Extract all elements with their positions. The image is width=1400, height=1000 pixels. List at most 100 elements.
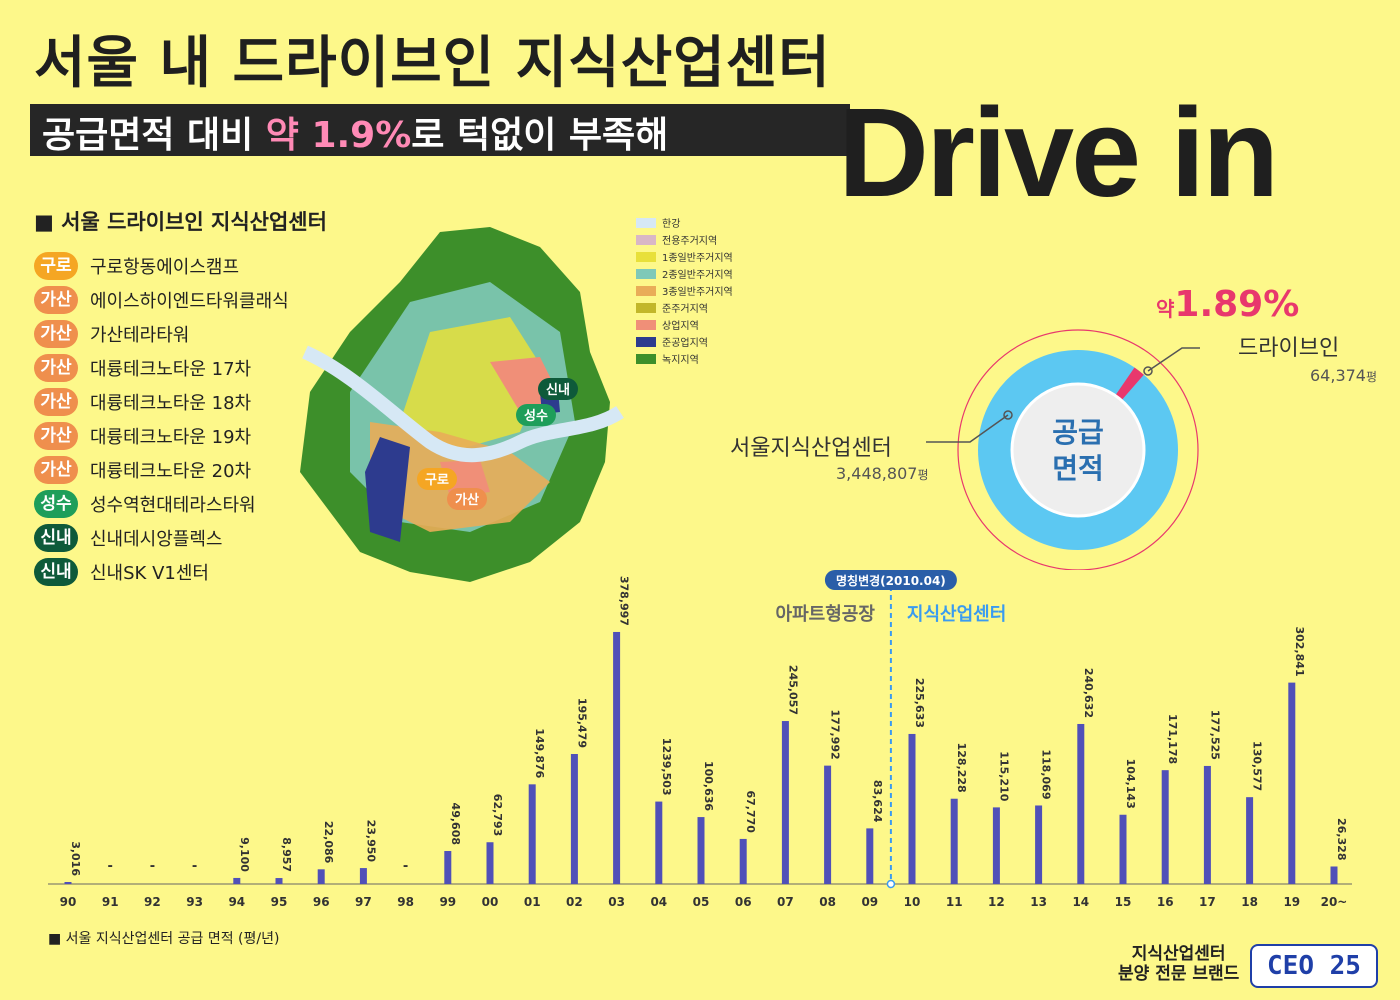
- x-tick-label: 08: [819, 895, 836, 909]
- data-label: 177,525: [1208, 710, 1221, 760]
- bar: [908, 733, 916, 884]
- map-label-text: 신내: [546, 382, 570, 398]
- building-name: 성수역현대테라스타워: [90, 495, 256, 516]
- bar: [528, 784, 536, 884]
- building-name: 가산테라타워: [90, 325, 190, 346]
- bar: [275, 878, 283, 884]
- legend-entry: 녹지지역: [636, 350, 733, 367]
- supply-bar-chart: 90 3,016 91 - 92 - 93 - 94 9,100 95 8,957 96 22,086 97…: [48, 570, 1352, 909]
- legend-label: 3종일반주거지역: [662, 287, 733, 298]
- brand-line1: 지식산업센터: [1131, 944, 1226, 964]
- list-title: ■ 서울 드라이브인 지식산업센터: [34, 210, 327, 234]
- x-tick-label: 90: [60, 895, 77, 909]
- subtitle: 공급면적 대비 약 1.9%로 턱없이 부족해: [42, 106, 668, 158]
- bar: [781, 721, 789, 884]
- area-badge: 가산: [34, 456, 78, 484]
- x-tick-label: 07: [777, 895, 794, 909]
- x-tick-label: 18: [1241, 895, 1258, 909]
- legend-label: 녹지지역: [662, 355, 699, 366]
- legend-label: 2종일반주거지역: [662, 270, 733, 281]
- donut-center: [1010, 382, 1146, 518]
- map-industrial: [365, 437, 410, 542]
- area-badge: 가산: [34, 320, 78, 348]
- data-label: 22,086: [322, 821, 335, 864]
- area-badge: 가산: [34, 388, 78, 416]
- legend-label: 전용주거지역: [662, 236, 718, 247]
- area-badge: 가산: [34, 354, 78, 382]
- total-label: 서울지식산업센터: [730, 436, 892, 461]
- x-tick-label: 05: [693, 895, 710, 909]
- total-leader-line: [926, 414, 1009, 443]
- data-label: 115,210: [997, 751, 1010, 801]
- building-name: 대륭테크노타운 19차: [90, 427, 252, 448]
- x-tick-label: 14: [1072, 895, 1089, 909]
- list-item: 구로 구로항동에이스캠프: [34, 252, 239, 280]
- legend-swatch: [636, 285, 656, 296]
- bar: [1077, 723, 1085, 884]
- legend-swatch: [636, 319, 656, 330]
- percent-annotation: 약1.89%: [1156, 284, 1299, 325]
- percent-prefix: 약: [1156, 297, 1175, 321]
- data-label: 130,577: [1251, 741, 1264, 791]
- data-label: 100,636: [702, 761, 715, 811]
- data-label: 8,957: [280, 837, 293, 872]
- data-label: 128,228: [955, 743, 968, 793]
- x-tick-label: 93: [186, 895, 203, 909]
- bar: [697, 817, 705, 884]
- bar: [950, 798, 958, 884]
- data-label: 171,178: [1166, 714, 1179, 764]
- building-name: 대륭테크노타운 17차: [90, 359, 252, 380]
- list-item: 가산 대륭테크노타운 20차: [34, 456, 251, 484]
- bar: [1119, 814, 1127, 884]
- legend-swatch: [636, 251, 656, 262]
- building-name: 신내SK V1센터: [90, 563, 209, 584]
- legend-label: 1종일반주거지역: [662, 253, 733, 264]
- bar: [866, 828, 874, 884]
- bar: [317, 869, 325, 884]
- legend-entry: 전용주거지역: [636, 231, 733, 248]
- area-badge: 가산: [34, 422, 78, 450]
- area-badge: 신내: [34, 558, 78, 586]
- data-label: 118,069: [1040, 749, 1053, 799]
- list-item: 가산 가산테라타워: [34, 320, 189, 348]
- legend-label: 준공업지역: [662, 338, 708, 349]
- list-item: 신내 신내데시앙플렉스: [34, 524, 222, 552]
- data-label: 23,950: [364, 820, 377, 863]
- x-tick-label: 11: [946, 895, 963, 909]
- map-legend: 한강 전용주거지역 1종일반주거지역 2종일반주거지역 3종일반주거지역 준주거지역 상업지…: [636, 214, 733, 367]
- map-label-text: 성수: [524, 409, 548, 424]
- map-label-seongsu: 성수: [516, 404, 556, 426]
- map-residential-1: [400, 317, 545, 452]
- x-tick-label: 95: [271, 895, 288, 909]
- x-tick-label: 13: [1030, 895, 1047, 909]
- data-label: -: [192, 859, 197, 874]
- data-label: 240,632: [1082, 668, 1095, 718]
- legend-label: 상업지역: [662, 321, 699, 332]
- legend-swatch: [636, 268, 656, 279]
- drive-in-value: 64,374평: [1310, 366, 1377, 385]
- drive-in-unit: 평: [1365, 370, 1378, 384]
- x-tick-label: 94: [228, 895, 245, 909]
- han-river: [302, 345, 624, 463]
- legend-entry: 2종일반주거지역: [636, 265, 733, 282]
- building-name: 신내데시앙플렉스: [90, 529, 223, 550]
- data-label: 26,328: [1335, 818, 1348, 860]
- donut-outer-ring: [957, 329, 1199, 570]
- data-label: 302,841: [1293, 627, 1306, 677]
- map-label-sinnae: 신내: [538, 378, 578, 400]
- x-tick-label: 97: [355, 895, 372, 909]
- legend-swatch: [636, 234, 656, 245]
- area-badge: 성수: [34, 490, 78, 518]
- list-item: 가산 대륭테크노타운 19차: [34, 422, 251, 450]
- legend-entry: 상업지역: [636, 316, 733, 333]
- x-tick-label: 09: [861, 895, 878, 909]
- data-label: -: [107, 859, 112, 874]
- chart-caption: ■ 서울 지식산업센터 공급 면적 (평/년): [48, 931, 280, 947]
- total-value-number: 3,448,807: [836, 464, 918, 483]
- bar: [992, 807, 1000, 884]
- area-badge: 신내: [34, 524, 78, 552]
- legend-swatch: [636, 302, 656, 313]
- data-label: 104,143: [1124, 759, 1137, 809]
- data-label: 177,992: [829, 710, 842, 760]
- x-tick-label: 10: [904, 895, 921, 909]
